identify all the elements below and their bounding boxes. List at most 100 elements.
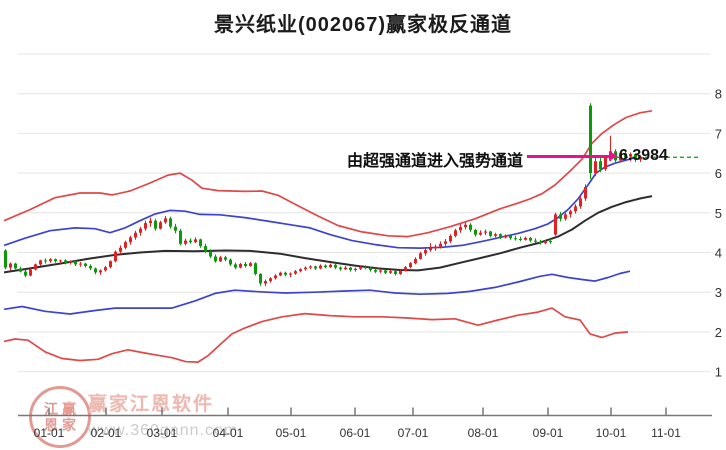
candle [389,271,392,273]
candle [364,267,367,269]
candle [324,265,327,268]
candle [499,234,502,238]
candle [199,239,202,247]
candle [229,259,232,265]
candle [124,242,127,248]
candle [179,230,182,244]
candle [569,211,572,215]
candle [169,218,172,227]
candle [14,263,17,269]
candle [299,269,302,272]
candle [104,267,107,271]
candle [159,222,162,229]
candle [359,267,362,269]
candle [344,267,347,270]
candle [544,241,547,243]
candle [564,214,567,219]
candle [284,272,287,275]
candle [144,223,147,229]
candle [219,257,222,262]
y-axis-label: 1 [715,365,722,380]
candle [494,234,497,236]
candle [634,154,637,160]
candle [249,263,252,266]
candle [444,241,447,244]
seal-char: 江 [44,400,58,417]
candle [279,272,282,276]
candle [559,214,562,219]
candle [139,228,142,233]
candle [489,231,492,236]
candle [74,261,77,265]
candle [574,206,577,212]
candle [419,253,422,259]
candle [89,266,92,269]
candle [639,157,642,160]
candle [309,266,312,268]
x-axis-label: 03-01 [147,426,178,440]
y-axis-label: 3 [715,285,722,300]
candle [319,265,322,269]
candle [464,224,467,228]
seal-char: 家 [62,416,76,433]
candle [629,154,632,157]
candle [584,187,587,199]
candle [274,275,277,279]
candle [484,231,487,233]
candle [594,161,597,174]
candle [369,268,372,270]
x-axis-label: 01-01 [34,426,65,440]
candle [404,267,407,271]
candle [524,237,527,240]
watermark-brand-text: 赢家江恩软件 [88,394,215,415]
candle [49,259,52,262]
candle [474,229,477,235]
x-axis-label: 08-01 [468,426,499,440]
candle [624,153,627,157]
candle [449,235,452,242]
candle [384,270,387,273]
candle [514,238,517,240]
candle [99,270,102,273]
x-axis-label: 04-01 [213,426,244,440]
x-axis-label: 09-01 [533,426,564,440]
candle [84,263,87,266]
candle [19,268,22,272]
candle [184,240,187,244]
candle [214,256,217,262]
candle [619,153,622,161]
candle [414,258,417,264]
candle [604,157,607,170]
candle [134,232,137,238]
x-axis-label: 11-01 [651,426,681,440]
candle [264,281,267,284]
candle [109,261,112,268]
candle [399,270,402,274]
lower-red-channel-line [3,307,629,363]
candle [304,267,307,270]
candle [459,227,462,231]
candle [149,220,152,224]
candle [434,246,437,249]
candle [79,263,82,265]
y-axis-label: 6 [715,166,722,181]
candle [59,260,62,262]
candle [114,251,117,262]
candle [54,259,57,262]
candle [409,263,412,268]
candle [539,241,542,243]
candle [189,240,192,243]
candle [119,247,122,252]
candle [204,246,207,252]
candle [234,264,237,268]
y-axis-label: 5 [715,206,722,221]
candle [129,237,132,243]
candle [29,269,32,276]
candle [209,251,212,257]
x-axis-label: 05-01 [276,426,307,440]
candle [34,264,37,270]
candle [579,198,582,207]
candle [239,264,242,268]
x-axis-label: 02-01 [91,426,122,440]
